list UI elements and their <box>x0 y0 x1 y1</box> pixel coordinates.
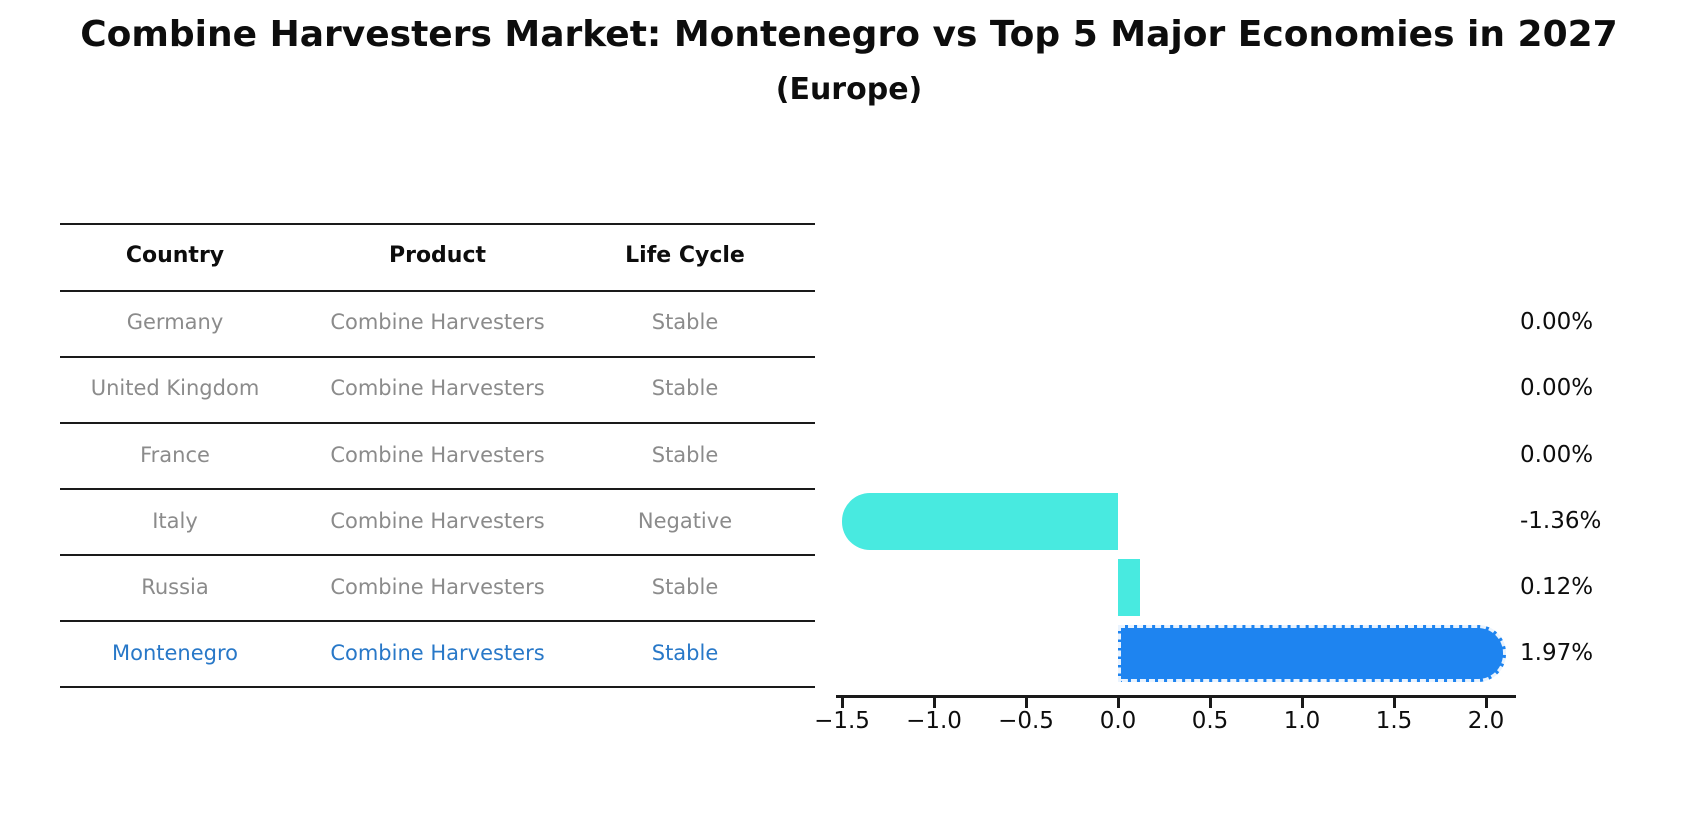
value-label-france: 0.00% <box>1520 442 1594 468</box>
country-cell: Germany <box>126 310 224 334</box>
chart-subtitle: (Europe) <box>775 72 923 107</box>
value-label-germany: 0.00% <box>1520 309 1594 335</box>
x-tick-label: −1.5 <box>814 708 870 734</box>
x-tick-mark <box>841 697 844 708</box>
x-tick-label: −0.5 <box>998 708 1054 734</box>
x-tick-mark <box>1117 697 1120 708</box>
country-cell: United Kingdom <box>90 376 260 400</box>
x-tick-label: 1.5 <box>1375 708 1413 734</box>
x-tick-mark <box>1025 697 1028 708</box>
x-tick-mark <box>1485 697 1488 708</box>
x-axis-line <box>836 695 1516 698</box>
value-label-montenegro: 1.97% <box>1520 640 1594 666</box>
bar-montenegro <box>1118 624 1507 682</box>
value-label-united-kingdom: 0.00% <box>1520 375 1594 401</box>
table-top-line <box>60 223 815 225</box>
life-cycle-cell: Stable <box>651 310 719 334</box>
table-divider-line <box>60 422 815 424</box>
life-cycle-cell: Negative <box>637 509 733 533</box>
x-tick-mark <box>1393 697 1396 708</box>
table-divider-line <box>60 554 815 556</box>
x-tick-mark <box>1301 697 1304 708</box>
product-cell: Combine Harvesters <box>330 509 545 533</box>
chart-title: Combine Harvesters Market: Montenegro vs… <box>80 14 1618 55</box>
x-tick-mark <box>933 697 936 708</box>
country-cell: Montenegro <box>111 641 238 665</box>
x-tick-mark <box>1209 697 1212 708</box>
product-cell: Combine Harvesters <box>330 376 545 400</box>
table-divider-line <box>60 488 815 490</box>
country-cell: France <box>140 443 210 467</box>
x-tick-label: 0.5 <box>1191 708 1229 734</box>
x-tick-label: −1.0 <box>906 708 962 734</box>
column-header-country: Country <box>125 243 225 268</box>
product-cell: Combine Harvesters <box>330 641 545 665</box>
life-cycle-cell: Stable <box>651 376 719 400</box>
column-header-product: Product <box>388 243 487 268</box>
life-cycle-cell: Stable <box>651 575 719 599</box>
bar-italy <box>841 492 1118 550</box>
table-bottom-line <box>60 686 815 688</box>
country-cell: Italy <box>152 509 198 533</box>
table-divider-line <box>60 356 815 358</box>
x-tick-label: 2.0 <box>1467 708 1505 734</box>
column-header-life-cycle: Life Cycle <box>625 243 745 268</box>
value-label-italy: -1.36% <box>1520 508 1602 534</box>
x-tick-label: 0.0 <box>1099 708 1137 734</box>
life-cycle-cell: Stable <box>651 641 719 665</box>
x-tick-label: 1.0 <box>1283 708 1321 734</box>
product-cell: Combine Harvesters <box>330 443 545 467</box>
value-label-russia: 0.12% <box>1520 574 1594 600</box>
life-cycle-cell: Stable <box>651 443 719 467</box>
product-cell: Combine Harvesters <box>330 575 545 599</box>
country-cell: Russia <box>141 575 209 599</box>
bar-russia <box>1118 558 1141 616</box>
table-header-line <box>60 290 815 292</box>
table-divider-line <box>60 620 815 622</box>
product-cell: Combine Harvesters <box>330 310 545 334</box>
